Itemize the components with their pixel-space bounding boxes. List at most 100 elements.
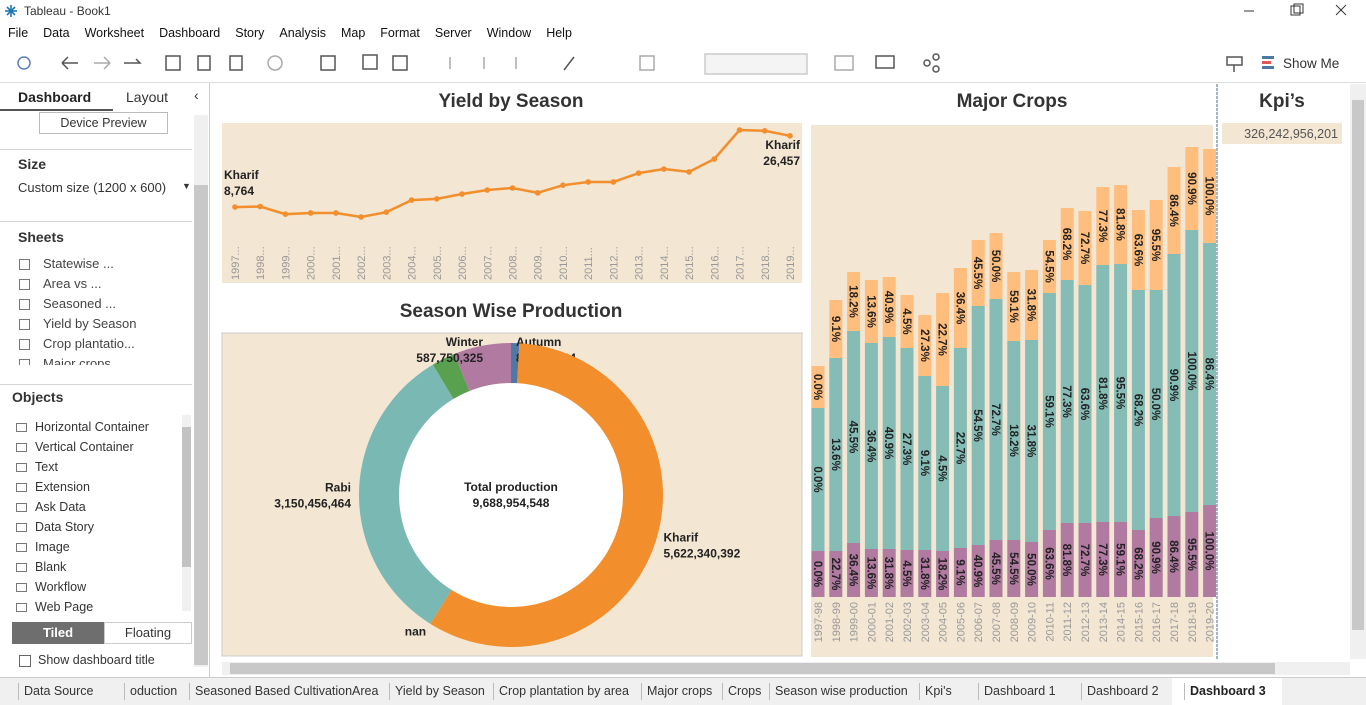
object-item[interactable]: Horizontal Container	[35, 420, 149, 434]
x-tick-label: 2010...	[558, 246, 570, 280]
sheet-item[interactable]: Crop plantatio...	[43, 336, 135, 351]
object-icon	[16, 463, 27, 472]
sheet-item[interactable]: Yield by Season	[43, 316, 137, 331]
sheet-tab[interactable]: Dashboard 2	[1087, 684, 1159, 698]
menu-item[interactable]: Format	[380, 26, 420, 40]
menu-item[interactable]: Help	[546, 26, 572, 40]
bar-segment	[1131, 290, 1145, 530]
tab-separator	[919, 683, 920, 700]
bar-segment	[829, 358, 843, 551]
object-item[interactable]: Data Story	[35, 520, 95, 534]
toolbar-icons[interactable]: Show Me	[0, 45, 1366, 82]
floating-button[interactable]: Floating	[104, 622, 192, 644]
menu-item[interactable]: Dashboard	[159, 26, 221, 40]
scrollbar-thumb[interactable]	[1352, 100, 1364, 630]
checkbox-label[interactable]: Show dashboard title	[38, 653, 155, 667]
sheet-tab[interactable]: Major crops	[647, 684, 713, 698]
menu-item[interactable]: Map	[340, 26, 366, 40]
object-item[interactable]: Workflow	[35, 580, 87, 594]
x-tick-label: 2004-05	[938, 602, 950, 642]
segment-label: 59.1%	[1007, 290, 1019, 323]
sheet-item[interactable]: Area vs ...	[43, 276, 102, 291]
segment-label: 22.7%	[936, 323, 948, 356]
size-dropdown[interactable]: Custom size (1200 x 600)	[18, 180, 167, 195]
object-item[interactable]: Blank	[35, 560, 67, 574]
object-item[interactable]: Ask Data	[35, 500, 86, 514]
panel-tab[interactable]: Layout	[126, 89, 169, 105]
sheet-tab[interactable]: Yield by Season	[395, 684, 485, 698]
object-item[interactable]: Web Page	[35, 600, 94, 614]
sheet-item[interactable]: Seasoned ...	[43, 296, 116, 311]
menu-item[interactable]: Data	[43, 26, 70, 40]
sheet-tab[interactable]: Dashboard 3	[1190, 684, 1266, 698]
collapse-button[interactable]: ‹	[194, 87, 199, 103]
segment-label: 81.8%	[1096, 377, 1108, 410]
bar-segment	[971, 240, 985, 306]
x-tick-label: 2013-14	[1098, 602, 1110, 642]
device-preview-button[interactable]: Device Preview	[39, 112, 168, 134]
bar-segment	[900, 295, 914, 348]
sheet-tab[interactable]: oduction	[130, 684, 178, 698]
menu-item[interactable]: Window	[486, 26, 532, 40]
segment-label: 40.9%	[882, 427, 894, 460]
sheet-tab[interactable]: Season wise production	[775, 684, 908, 698]
object-item[interactable]: Image	[35, 540, 70, 554]
checkbox[interactable]	[19, 655, 31, 667]
scrollbar[interactable]	[194, 115, 208, 667]
scrollbar-thumb[interactable]	[230, 663, 1275, 674]
bar-segment	[847, 272, 861, 331]
menu-item[interactable]: Worksheet	[84, 26, 145, 40]
bar-segment	[882, 549, 896, 597]
bar-segment	[829, 551, 843, 597]
object-item[interactable]: Vertical Container	[35, 440, 134, 454]
show-me[interactable]: Show Me	[1283, 56, 1339, 71]
menu-item[interactable]: Story	[235, 26, 265, 40]
segment-label: 72.7%	[989, 403, 1001, 436]
segment-label: 50.0%	[1149, 388, 1161, 421]
sheet-tab[interactable]: Kpi's	[925, 684, 952, 698]
window-controls[interactable]	[1230, 0, 1366, 22]
slice-value: 3,150,456,464	[274, 496, 351, 510]
bar-segment	[864, 549, 878, 597]
tab-separator	[722, 683, 723, 700]
scrollbar[interactable]	[182, 415, 191, 611]
point	[635, 170, 642, 176]
object-icon	[16, 603, 27, 612]
bar-segment	[1167, 516, 1181, 597]
point	[307, 210, 314, 216]
point	[257, 203, 264, 210]
panel-tab[interactable]: Dashboard	[18, 89, 92, 105]
sheet-tab[interactable]: Data Source	[24, 684, 94, 698]
menu-item[interactable]: Server	[434, 26, 472, 40]
bar-segment	[1042, 240, 1056, 293]
tab-underline	[0, 109, 113, 111]
sheet-item[interactable]: Major crops	[43, 356, 111, 365]
x-tick-label: 1999-00	[849, 602, 861, 642]
section-heading: Sheets	[18, 229, 64, 245]
menu-item[interactable]: Analysis	[279, 26, 326, 40]
sheet-item[interactable]: Statewise ...	[43, 256, 114, 271]
object-item[interactable]: Text	[35, 460, 58, 474]
menu-item[interactable]: File	[8, 26, 29, 40]
object-item[interactable]: Extension	[35, 480, 90, 494]
slice-label: nan	[405, 625, 426, 639]
kpi-title: Kpi’s	[1259, 91, 1305, 112]
chart-title: Season Wise Production	[400, 301, 623, 322]
segment-label: 0.0%	[811, 466, 823, 492]
x-tick-label: 2015...	[684, 246, 696, 280]
point	[509, 185, 516, 191]
kpi-box	[1222, 123, 1342, 144]
segment-label: 36.4%	[953, 292, 965, 325]
tiled-button[interactable]: Tiled	[12, 622, 104, 644]
sheet-tab[interactable]: Seasoned Based CultivationArea	[195, 684, 379, 698]
sheet-tab[interactable]: Crop plantation by area	[499, 684, 629, 698]
x-tick-label: 2018-19	[1187, 602, 1199, 642]
sheet-tab[interactable]: Dashboard 1	[984, 684, 1056, 698]
segment-label: 50.0%	[1025, 553, 1037, 586]
point	[610, 179, 617, 185]
x-tick-label: 2012...	[608, 246, 620, 280]
dropdown-caret[interactable]: ▼	[182, 181, 191, 191]
active-tab-bg	[1172, 678, 1282, 705]
bar-segment	[1185, 147, 1199, 230]
sheet-tab[interactable]: Crops	[728, 684, 762, 698]
